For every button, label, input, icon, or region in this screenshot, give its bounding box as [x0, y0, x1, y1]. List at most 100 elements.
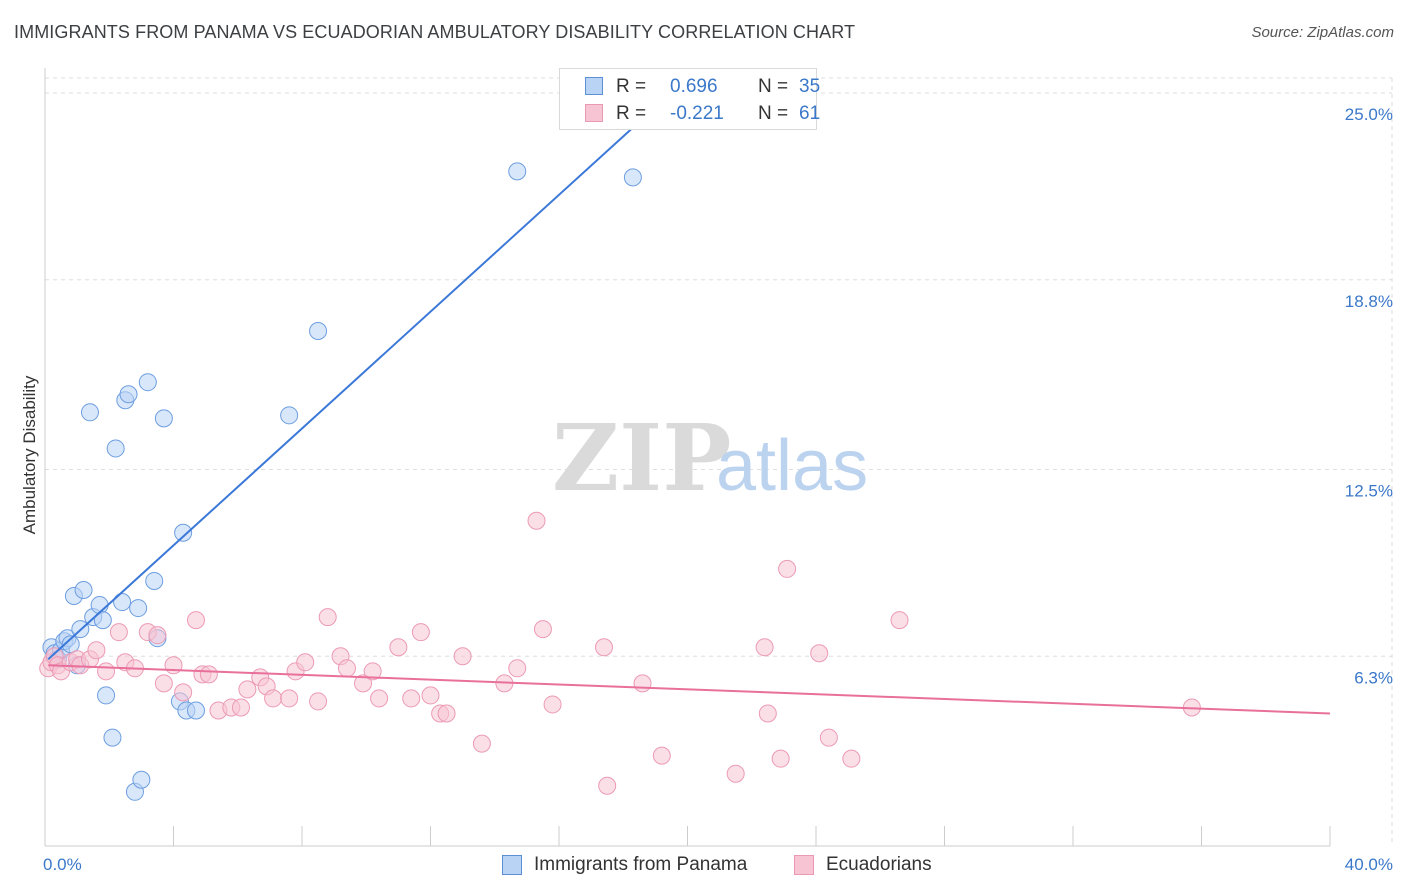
panama-point — [129, 599, 148, 618]
ecuadorian-point — [109, 623, 128, 642]
ecuadorian-point — [472, 734, 491, 753]
ecuadorian-point — [842, 749, 861, 768]
ecuadorian-point — [97, 662, 116, 681]
x-tick-label: 40.0% — [1345, 855, 1393, 874]
ecuadorian-point — [543, 695, 562, 714]
panama-point — [508, 162, 527, 181]
data-points — [39, 162, 1201, 801]
ecuadorian-point — [231, 698, 250, 717]
ecuadorian-point — [771, 749, 790, 768]
ecuadorian-point — [337, 659, 356, 678]
ecuadorian-point — [533, 620, 552, 639]
ecuadorian-point — [453, 647, 472, 666]
ecuadorian-point — [174, 683, 193, 702]
ecuadorian-point — [186, 611, 205, 630]
panama-point — [138, 373, 157, 392]
panama-point — [174, 523, 193, 542]
panama-point — [186, 701, 205, 720]
ecuadorian-point — [154, 674, 173, 693]
ecuadorian-point — [633, 674, 652, 693]
ecuadorians-swatch — [585, 104, 603, 122]
watermark-zip: ZIP — [552, 404, 731, 512]
panama-point — [80, 403, 99, 422]
panama-point — [113, 593, 132, 612]
panama-point — [93, 611, 112, 630]
ecuadorian-point — [238, 680, 257, 699]
ecuadorian-point — [402, 689, 421, 708]
ecuadorian-point — [527, 511, 546, 530]
ecuadorian-point — [264, 689, 283, 708]
y-tick-label: 18.8% — [1345, 292, 1393, 311]
ecuadorian-point — [296, 653, 315, 672]
watermark-atlas: atlas — [716, 426, 868, 506]
ecuadorian-point — [778, 559, 797, 578]
ecuadorian-point — [726, 764, 745, 783]
n-value: 35 — [799, 76, 821, 97]
ecuadorian-point — [652, 746, 671, 765]
ecuadorian-point — [758, 704, 777, 723]
chart-title: IMMIGRANTS FROM PANAMA VS ECUADORIAN AMB… — [14, 22, 856, 42]
x-tick-label: 0.0% — [43, 855, 82, 874]
ecuadorian-point — [594, 638, 613, 657]
ecuadorian-point — [819, 728, 838, 747]
axes — [44, 68, 1331, 847]
panama-point — [623, 168, 642, 187]
ecuadorian-point — [437, 704, 456, 723]
ecuadorian-point — [421, 686, 440, 705]
ecuadorian-point — [318, 608, 337, 627]
panama-point — [103, 728, 122, 747]
ecuadorian-point — [280, 689, 299, 708]
ecuadorian-point — [755, 638, 774, 657]
panama-swatch — [585, 77, 603, 95]
r-value: -0.221 — [670, 103, 724, 124]
grid-lines — [45, 77, 1393, 846]
ecuadorian-point — [598, 776, 617, 795]
chart-source: Source: ZipAtlas.com — [1251, 24, 1394, 41]
r-label: R = — [616, 103, 647, 124]
panama-trend-line — [47, 77, 689, 661]
y-axis-label: Ambulatory Disability — [20, 375, 39, 534]
panama-point — [90, 596, 109, 615]
panama-legend-swatch — [502, 855, 522, 875]
ecuadorian-point — [810, 644, 829, 663]
panama-point — [145, 571, 164, 590]
panama-point — [154, 409, 173, 428]
ecuadorian-trend-line — [48, 664, 1331, 715]
y-tick-label: 12.5% — [1345, 482, 1393, 501]
panama-point — [74, 581, 93, 599]
y-tick-label: 25.0% — [1345, 105, 1393, 124]
ecuadorian-point — [389, 638, 408, 657]
n-label: N = — [758, 76, 789, 97]
ecuadorian-point — [370, 689, 389, 708]
y-tick-label: 6.3% — [1354, 668, 1393, 687]
ecuadorian-point — [508, 659, 527, 678]
r-value: 0.696 — [670, 76, 718, 97]
ecuadorian-point — [148, 626, 167, 645]
panama-point — [106, 439, 125, 458]
axis-labels: 6.3% 12.5% 18.8% 25.0% 0.0% 40.0% Ambulatory D… — [20, 105, 1393, 874]
panama-point — [97, 686, 116, 705]
ecuadorian-point — [411, 623, 430, 642]
n-label: N = — [758, 103, 789, 124]
chart-legend: Immigrants from Panama Ecuadorians — [0, 851, 1406, 879]
ecuadorian-point — [363, 662, 382, 681]
r-label: R = — [616, 76, 647, 97]
panama-point — [280, 406, 299, 425]
trend-lines — [47, 77, 1331, 715]
watermark: ZIP atlas — [552, 404, 868, 512]
legend-label: Immigrants from Panama — [534, 854, 748, 875]
panama-point — [309, 321, 328, 340]
panama-point — [61, 635, 80, 654]
ecuadorian-point — [87, 641, 106, 660]
n-value: 61 — [799, 103, 821, 124]
ecuadorian-point — [164, 656, 183, 675]
legend-label: Ecuadorians — [826, 854, 932, 875]
ecuadorian-point — [354, 674, 373, 693]
ecuadorian-point — [890, 611, 909, 630]
ecuadorian-point — [199, 665, 218, 684]
correlation-stats-box: R = 0.696 N = 35 R = -0.221 N = 61 — [559, 68, 821, 130]
ecuadorian-point — [309, 692, 328, 711]
panama-point — [119, 385, 138, 404]
ecuadorians-legend-swatch — [794, 855, 814, 875]
